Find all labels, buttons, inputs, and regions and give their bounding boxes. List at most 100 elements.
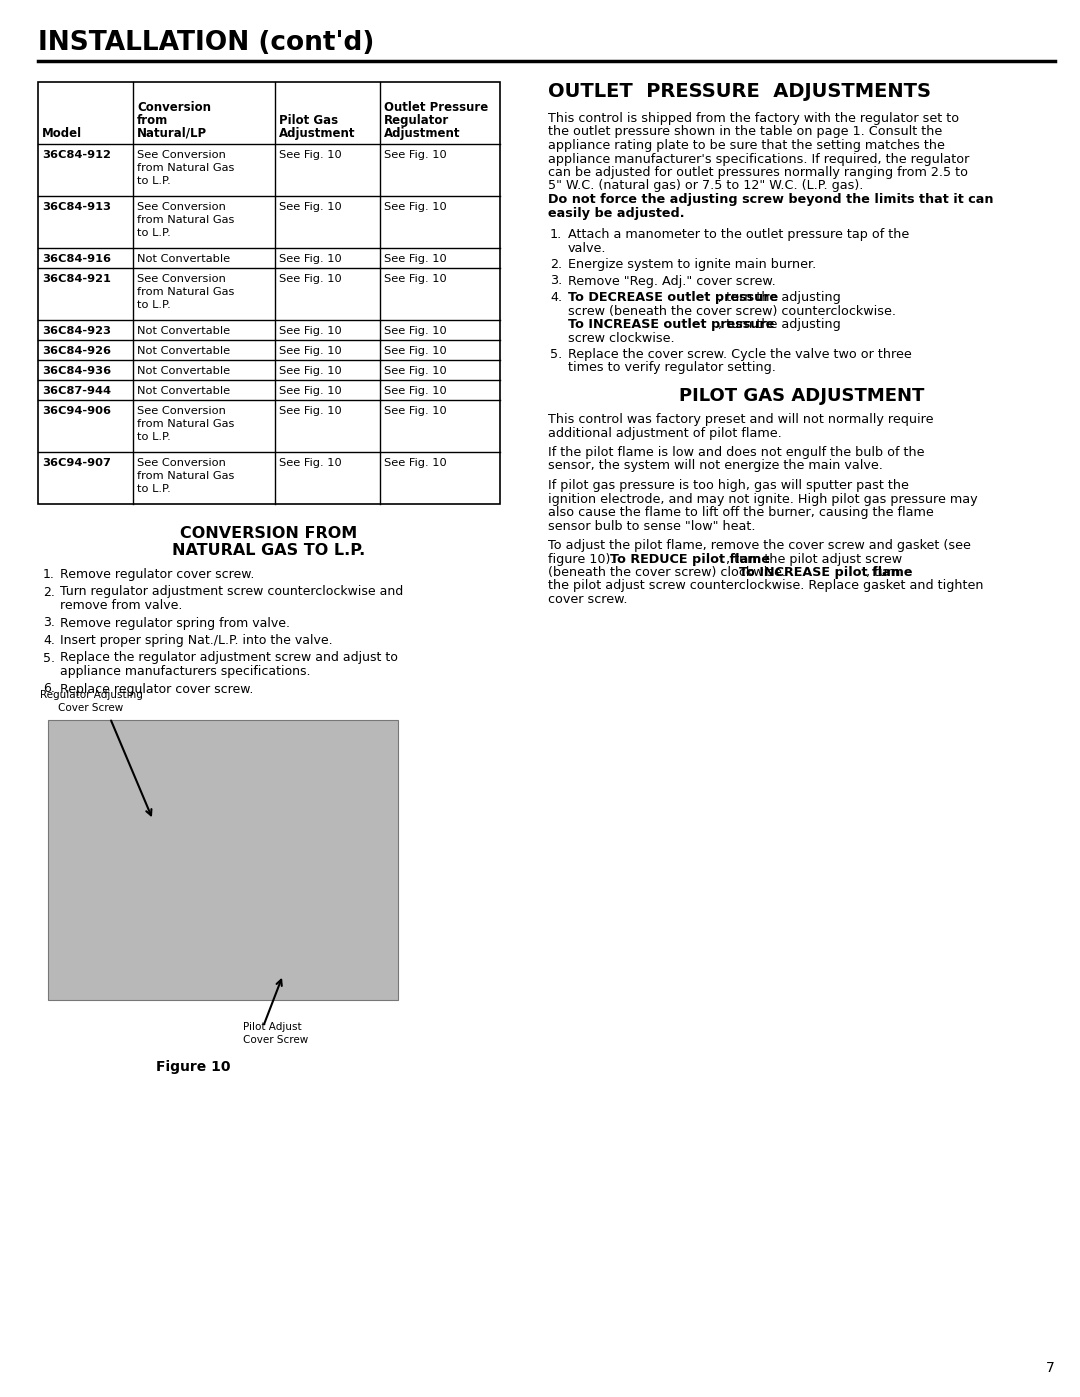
Text: OUTLET  PRESSURE  ADJUSTMENTS: OUTLET PRESSURE ADJUSTMENTS bbox=[548, 82, 931, 101]
Text: 5.: 5. bbox=[43, 651, 55, 665]
Text: the pilot adjust screw counterclockwise. Replace gasket and tighten: the pilot adjust screw counterclockwise.… bbox=[548, 580, 984, 592]
Text: Adjustment: Adjustment bbox=[384, 127, 460, 140]
Text: To INCREASE pilot flame: To INCREASE pilot flame bbox=[739, 566, 912, 578]
Text: from Natural Gas: from Natural Gas bbox=[137, 471, 234, 481]
Text: See Conversion: See Conversion bbox=[137, 203, 226, 212]
Text: Outlet Pressure: Outlet Pressure bbox=[384, 101, 488, 115]
Text: Attach a manometer to the outlet pressure tap of the: Attach a manometer to the outlet pressur… bbox=[568, 228, 909, 242]
Text: also cause the flame to lift off the burner, causing the flame: also cause the flame to lift off the bur… bbox=[548, 506, 934, 520]
Text: (beneath the cover screw) clockwise.: (beneath the cover screw) clockwise. bbox=[548, 566, 789, 578]
Text: remove from valve.: remove from valve. bbox=[60, 599, 183, 612]
Text: can be adjusted for outlet pressures normally ranging from 2.5 to: can be adjusted for outlet pressures nor… bbox=[548, 166, 968, 179]
Text: , turn the adjusting: , turn the adjusting bbox=[718, 291, 840, 305]
Text: See Fig. 10: See Fig. 10 bbox=[279, 366, 341, 376]
Text: See Fig. 10: See Fig. 10 bbox=[279, 407, 341, 416]
Text: Not Convertable: Not Convertable bbox=[137, 366, 230, 376]
Text: 4.: 4. bbox=[550, 291, 562, 305]
Text: from: from bbox=[137, 115, 168, 127]
Text: Replace the cover screw. Cycle the valve two or three: Replace the cover screw. Cycle the valve… bbox=[568, 348, 912, 360]
Text: Not Convertable: Not Convertable bbox=[137, 386, 230, 395]
Text: screw (beneath the cover screw) counterclockwise.: screw (beneath the cover screw) counterc… bbox=[568, 305, 896, 317]
Text: To REDUCE pilot flame: To REDUCE pilot flame bbox=[610, 552, 770, 566]
Text: See Fig. 10: See Fig. 10 bbox=[279, 149, 341, 161]
Text: sensor bulb to sense "low" heat.: sensor bulb to sense "low" heat. bbox=[548, 520, 756, 532]
Text: See Fig. 10: See Fig. 10 bbox=[279, 346, 341, 356]
Text: 1.: 1. bbox=[43, 569, 55, 581]
Text: figure 10).: figure 10). bbox=[548, 552, 619, 566]
Text: 36C87-944: 36C87-944 bbox=[42, 386, 111, 395]
Text: See Fig. 10: See Fig. 10 bbox=[384, 326, 447, 337]
Text: appliance manufacturer's specifications. If required, the regulator: appliance manufacturer's specifications.… bbox=[548, 152, 970, 165]
Text: Not Convertable: Not Convertable bbox=[137, 346, 230, 356]
Text: 36C94-906: 36C94-906 bbox=[42, 407, 111, 416]
Text: Regulator Adjusting: Regulator Adjusting bbox=[40, 690, 143, 700]
Text: CONVERSION FROM: CONVERSION FROM bbox=[180, 527, 357, 541]
Text: times to verify regulator setting.: times to verify regulator setting. bbox=[568, 362, 775, 374]
Text: 6.: 6. bbox=[43, 683, 55, 696]
Text: This control was factory preset and will not normally require: This control was factory preset and will… bbox=[548, 414, 933, 426]
Text: 36C84-923: 36C84-923 bbox=[42, 326, 111, 337]
Text: Pilot Gas: Pilot Gas bbox=[279, 115, 338, 127]
Text: Replace regulator cover screw.: Replace regulator cover screw. bbox=[60, 683, 254, 696]
Text: Pilot Adjust: Pilot Adjust bbox=[243, 1023, 301, 1032]
Text: If pilot gas pressure is too high, gas will sputter past the: If pilot gas pressure is too high, gas w… bbox=[548, 479, 909, 492]
Text: If the pilot flame is low and does not engulf the bulb of the: If the pilot flame is low and does not e… bbox=[548, 446, 924, 460]
Text: Replace the regulator adjustment screw and adjust to: Replace the regulator adjustment screw a… bbox=[60, 651, 397, 665]
Text: See Fig. 10: See Fig. 10 bbox=[384, 407, 447, 416]
Text: See Fig. 10: See Fig. 10 bbox=[384, 366, 447, 376]
Text: See Fig. 10: See Fig. 10 bbox=[279, 274, 341, 284]
Text: the outlet pressure shown in the table on page 1. Consult the: the outlet pressure shown in the table o… bbox=[548, 126, 942, 138]
Text: See Conversion: See Conversion bbox=[137, 458, 226, 468]
Text: 36C84-926: 36C84-926 bbox=[42, 346, 111, 356]
Text: , turn: , turn bbox=[866, 566, 901, 578]
Text: from Natural Gas: from Natural Gas bbox=[137, 163, 234, 173]
Text: INSTALLATION (cont'd): INSTALLATION (cont'd) bbox=[38, 29, 375, 56]
Text: 36C84-936: 36C84-936 bbox=[42, 366, 111, 376]
Text: 7: 7 bbox=[1047, 1361, 1055, 1375]
Text: 4.: 4. bbox=[43, 634, 55, 647]
Text: See Fig. 10: See Fig. 10 bbox=[279, 326, 341, 337]
Text: screw clockwise.: screw clockwise. bbox=[568, 331, 675, 345]
Text: 2.: 2. bbox=[43, 585, 55, 598]
Text: from Natural Gas: from Natural Gas bbox=[137, 286, 234, 298]
Text: Remove "Reg. Adj." cover screw.: Remove "Reg. Adj." cover screw. bbox=[568, 274, 775, 288]
Text: See Conversion: See Conversion bbox=[137, 407, 226, 416]
Text: See Fig. 10: See Fig. 10 bbox=[384, 254, 447, 264]
Text: 36C84-921: 36C84-921 bbox=[42, 274, 111, 284]
Text: Natural/LP: Natural/LP bbox=[137, 127, 207, 140]
Bar bbox=[38, 82, 500, 504]
Text: Model: Model bbox=[42, 127, 82, 140]
Text: To DECREASE outlet pressure: To DECREASE outlet pressure bbox=[568, 291, 779, 305]
Text: to L.P.: to L.P. bbox=[137, 176, 171, 186]
Text: appliance manufacturers specifications.: appliance manufacturers specifications. bbox=[60, 665, 311, 678]
Text: Adjustment: Adjustment bbox=[279, 127, 355, 140]
Text: 5.: 5. bbox=[550, 348, 563, 360]
Text: See Fig. 10: See Fig. 10 bbox=[279, 386, 341, 395]
Text: See Fig. 10: See Fig. 10 bbox=[279, 203, 341, 212]
Text: Do not force the adjusting screw beyond the limits that it can: Do not force the adjusting screw beyond … bbox=[548, 193, 994, 205]
Text: , turn the adjusting: , turn the adjusting bbox=[718, 319, 840, 331]
Text: Energize system to ignite main burner.: Energize system to ignite main burner. bbox=[568, 258, 816, 271]
Text: See Fig. 10: See Fig. 10 bbox=[279, 254, 341, 264]
Text: See Fig. 10: See Fig. 10 bbox=[384, 203, 447, 212]
Text: sensor, the system will not energize the main valve.: sensor, the system will not energize the… bbox=[548, 460, 882, 472]
Text: 2.: 2. bbox=[550, 258, 562, 271]
Text: Remove regulator cover screw.: Remove regulator cover screw. bbox=[60, 569, 255, 581]
Text: See Fig. 10: See Fig. 10 bbox=[384, 386, 447, 395]
Text: See Conversion: See Conversion bbox=[137, 274, 226, 284]
Text: easily be adjusted.: easily be adjusted. bbox=[548, 207, 685, 219]
Text: NATURAL GAS TO L.P.: NATURAL GAS TO L.P. bbox=[173, 543, 366, 557]
Text: ignition electrode, and may not ignite. High pilot gas pressure may: ignition electrode, and may not ignite. … bbox=[548, 493, 977, 506]
Text: to L.P.: to L.P. bbox=[137, 483, 171, 495]
Text: Remove regulator spring from valve.: Remove regulator spring from valve. bbox=[60, 616, 291, 630]
Text: PILOT GAS ADJUSTMENT: PILOT GAS ADJUSTMENT bbox=[679, 387, 924, 405]
Text: This control is shipped from the factory with the regulator set to: This control is shipped from the factory… bbox=[548, 112, 959, 124]
Text: 1.: 1. bbox=[550, 228, 563, 242]
Text: additional adjustment of pilot flame.: additional adjustment of pilot flame. bbox=[548, 426, 782, 440]
Text: from Natural Gas: from Natural Gas bbox=[137, 419, 234, 429]
Text: 36C94-907: 36C94-907 bbox=[42, 458, 111, 468]
Text: 36C84-916: 36C84-916 bbox=[42, 254, 111, 264]
Text: See Fig. 10: See Fig. 10 bbox=[384, 458, 447, 468]
Text: Not Convertable: Not Convertable bbox=[137, 254, 230, 264]
Text: appliance rating plate to be sure that the setting matches the: appliance rating plate to be sure that t… bbox=[548, 138, 945, 152]
